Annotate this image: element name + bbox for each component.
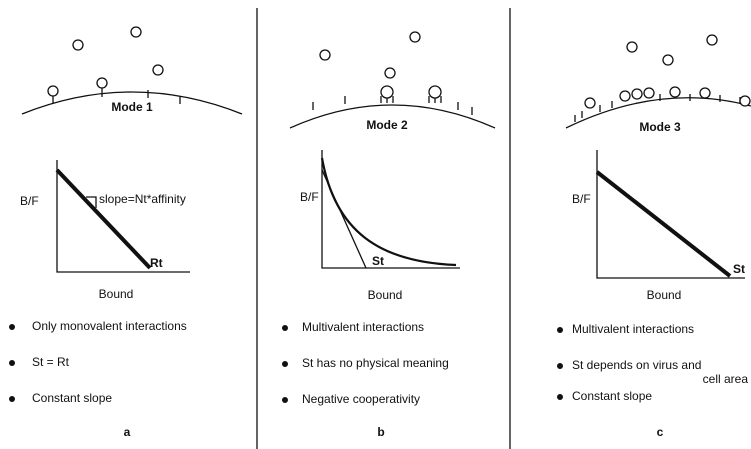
virus — [131, 27, 141, 37]
bullet-text: Multivalent interactions — [572, 322, 694, 336]
virus — [663, 55, 673, 65]
bullet — [557, 363, 563, 369]
bullet-text: Constant slope — [572, 389, 652, 403]
bullet — [282, 361, 288, 367]
axes — [322, 150, 460, 268]
panel-letter: b — [377, 425, 384, 439]
y-label: B/F — [572, 192, 591, 206]
bullet-text: St = Rt — [32, 355, 70, 369]
bullet — [9, 360, 15, 366]
bullet-text: Constant slope — [32, 391, 112, 405]
bullet-text: St has no physical meaning — [302, 356, 449, 370]
panel-b: Mode 2 B/F St Bound Multivalent interact… — [282, 32, 495, 439]
virus — [670, 87, 680, 97]
annotation: St — [733, 262, 745, 276]
panel-a: Mode 1 B/F slope=Nt*affinity Rt Bound On… — [9, 27, 242, 439]
x-label: Bound — [368, 288, 403, 302]
virus — [48, 86, 58, 96]
virus — [632, 89, 642, 99]
virus — [320, 50, 330, 60]
bullet-text: Multivalent interactions — [302, 320, 424, 334]
bullet-text: St depends on virus and — [572, 358, 701, 372]
y-label: B/F — [300, 190, 319, 204]
virus — [740, 96, 750, 106]
receptor — [575, 94, 740, 122]
virus — [429, 86, 441, 98]
mode-label: Mode 1 — [111, 100, 153, 114]
axes — [57, 160, 190, 272]
y-label: B/F — [20, 194, 39, 208]
panel-letter: c — [657, 425, 664, 439]
plot-line — [57, 170, 150, 268]
plot-curve — [322, 158, 456, 265]
virus — [620, 91, 630, 101]
virus — [97, 78, 107, 88]
virus — [410, 32, 420, 42]
virus — [73, 40, 83, 50]
bullet — [9, 396, 15, 402]
virus — [700, 88, 710, 98]
bullet-text: cell area — [703, 372, 749, 386]
bullet — [9, 324, 15, 330]
bullet — [557, 327, 563, 333]
panel-c: Mode 3 B/F St Bound Multivalent interact… — [557, 35, 751, 439]
virus — [707, 35, 717, 45]
plot-line — [597, 172, 730, 276]
virus — [385, 68, 395, 78]
figure: Mode 1 B/F slope=Nt*affinity Rt Bound On… — [0, 0, 751, 449]
mode-label: Mode 3 — [639, 120, 681, 134]
axes — [597, 150, 745, 278]
bullet — [557, 394, 563, 400]
x-label: Bound — [99, 287, 134, 301]
annotation: St — [372, 254, 384, 268]
annotation: Rt — [150, 256, 163, 270]
virus — [585, 98, 595, 108]
virus — [381, 86, 393, 98]
bullet — [282, 397, 288, 403]
panel-letter: a — [124, 425, 131, 439]
virus — [153, 65, 163, 75]
annotation: slope=Nt*affinity — [99, 192, 186, 206]
bullet — [282, 325, 288, 331]
bullet-text: Negative cooperativity — [302, 392, 420, 406]
x-label: Bound — [647, 288, 682, 302]
bullet-text: Only monovalent interactions — [32, 319, 187, 333]
virus — [627, 42, 637, 52]
receptor — [148, 90, 180, 104]
mode-label: Mode 2 — [366, 118, 408, 132]
virus — [644, 88, 654, 98]
